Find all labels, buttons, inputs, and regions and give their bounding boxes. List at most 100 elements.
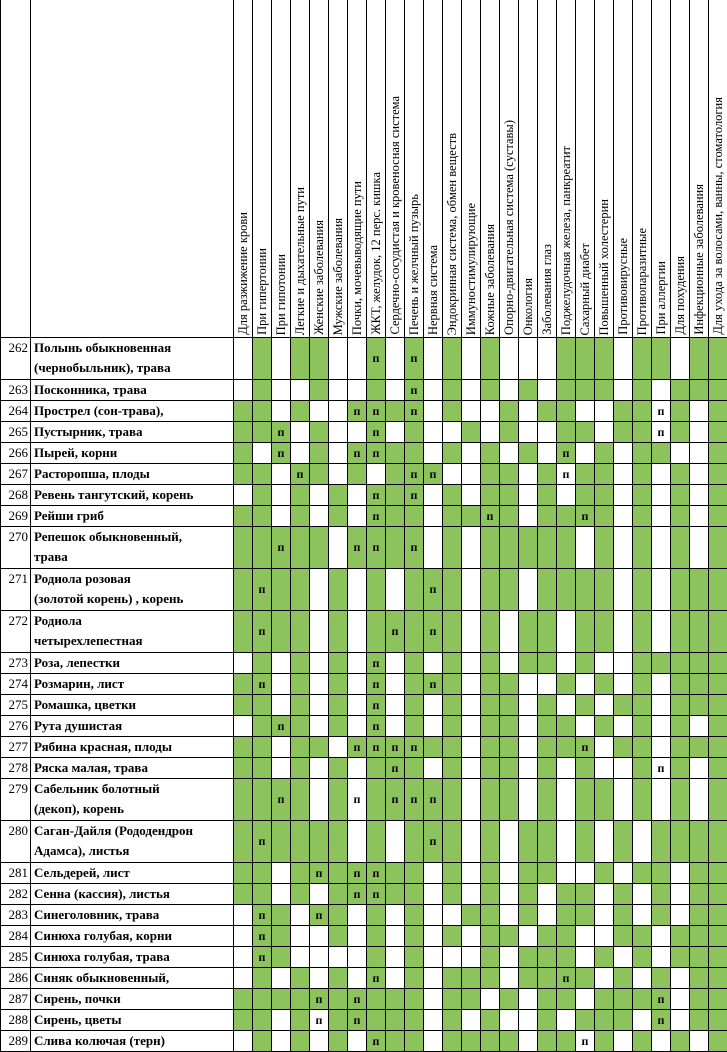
cell	[576, 422, 595, 443]
cell	[253, 884, 272, 905]
cell	[272, 758, 291, 779]
cell	[348, 1031, 367, 1052]
cell	[690, 905, 709, 926]
name-line: Родиола	[34, 613, 82, 628]
cell	[234, 401, 253, 422]
column-header: Опорно-двигательная система (суставы)	[500, 0, 519, 338]
cell	[367, 758, 386, 779]
cell	[272, 380, 291, 401]
cell	[614, 758, 633, 779]
row-name: Саган-Дайля (Рододендрон Адамса), листья	[31, 821, 234, 863]
cell	[614, 863, 633, 884]
cell	[690, 653, 709, 674]
cell	[614, 506, 633, 527]
cell	[462, 338, 481, 380]
row-name: Сирень, цветы	[31, 1010, 234, 1031]
cell	[291, 527, 310, 569]
cell	[310, 569, 329, 611]
cell	[386, 968, 405, 989]
cell	[557, 758, 576, 779]
cell	[538, 968, 557, 989]
cell	[462, 947, 481, 968]
cell	[481, 821, 500, 863]
cell	[576, 1010, 595, 1031]
cell	[614, 1010, 633, 1031]
cell	[272, 506, 291, 527]
cell	[500, 380, 519, 401]
name-line: (золотой корень) , корень	[34, 591, 184, 606]
cell	[557, 737, 576, 758]
cell	[329, 1010, 348, 1031]
cell	[519, 758, 538, 779]
cell	[367, 905, 386, 926]
column-header: Онкология	[519, 0, 538, 338]
cell	[405, 884, 424, 905]
cell	[310, 527, 329, 569]
cell	[690, 926, 709, 947]
cell	[481, 674, 500, 695]
cell: п	[310, 989, 329, 1010]
cell	[462, 422, 481, 443]
cell	[234, 485, 253, 506]
cell	[424, 926, 443, 947]
cell	[671, 527, 690, 569]
cell: п	[272, 443, 291, 464]
cell	[329, 422, 348, 443]
column-header: Легкие и дыхательные пути	[291, 0, 310, 338]
name-line: Роза, лепестки	[34, 655, 120, 670]
cell	[234, 821, 253, 863]
cell	[310, 485, 329, 506]
cell	[386, 422, 405, 443]
cell	[690, 380, 709, 401]
cell	[272, 884, 291, 905]
cell	[500, 401, 519, 422]
cell	[405, 569, 424, 611]
cell	[576, 443, 595, 464]
cell	[671, 779, 690, 821]
cell	[329, 884, 348, 905]
cell	[272, 926, 291, 947]
cell	[614, 527, 633, 569]
cell: п	[348, 401, 367, 422]
cell	[443, 926, 462, 947]
cell	[652, 380, 671, 401]
cell	[462, 989, 481, 1010]
cell	[576, 485, 595, 506]
cell	[652, 653, 671, 674]
cell	[329, 464, 348, 485]
cell	[253, 989, 272, 1010]
row-name: Сельдерей, лист	[31, 863, 234, 884]
cell	[481, 737, 500, 758]
column-label: Сахарный диабет	[578, 242, 592, 335]
cell	[386, 905, 405, 926]
cell	[652, 527, 671, 569]
cell	[424, 1010, 443, 1031]
cell	[253, 464, 272, 485]
cell	[481, 884, 500, 905]
cell	[291, 569, 310, 611]
cell	[519, 716, 538, 737]
cell: п	[652, 758, 671, 779]
cell	[462, 1031, 481, 1052]
cell	[709, 947, 727, 968]
cell	[709, 401, 727, 422]
cell	[500, 506, 519, 527]
cell: п	[253, 674, 272, 695]
name-line: Слива колючая (терн)	[34, 1033, 165, 1048]
cell	[367, 779, 386, 821]
cell	[405, 611, 424, 653]
cell	[348, 569, 367, 611]
row-number: 289	[1, 1031, 31, 1052]
cell: п	[405, 779, 424, 821]
cell	[671, 989, 690, 1010]
cell	[519, 464, 538, 485]
row-name: Сенна (кассия), листья	[31, 884, 234, 905]
cell	[234, 464, 253, 485]
cell	[652, 884, 671, 905]
cell	[690, 737, 709, 758]
cell	[234, 989, 253, 1010]
cell	[291, 506, 310, 527]
cell	[595, 485, 614, 506]
cell	[519, 485, 538, 506]
cell	[462, 464, 481, 485]
